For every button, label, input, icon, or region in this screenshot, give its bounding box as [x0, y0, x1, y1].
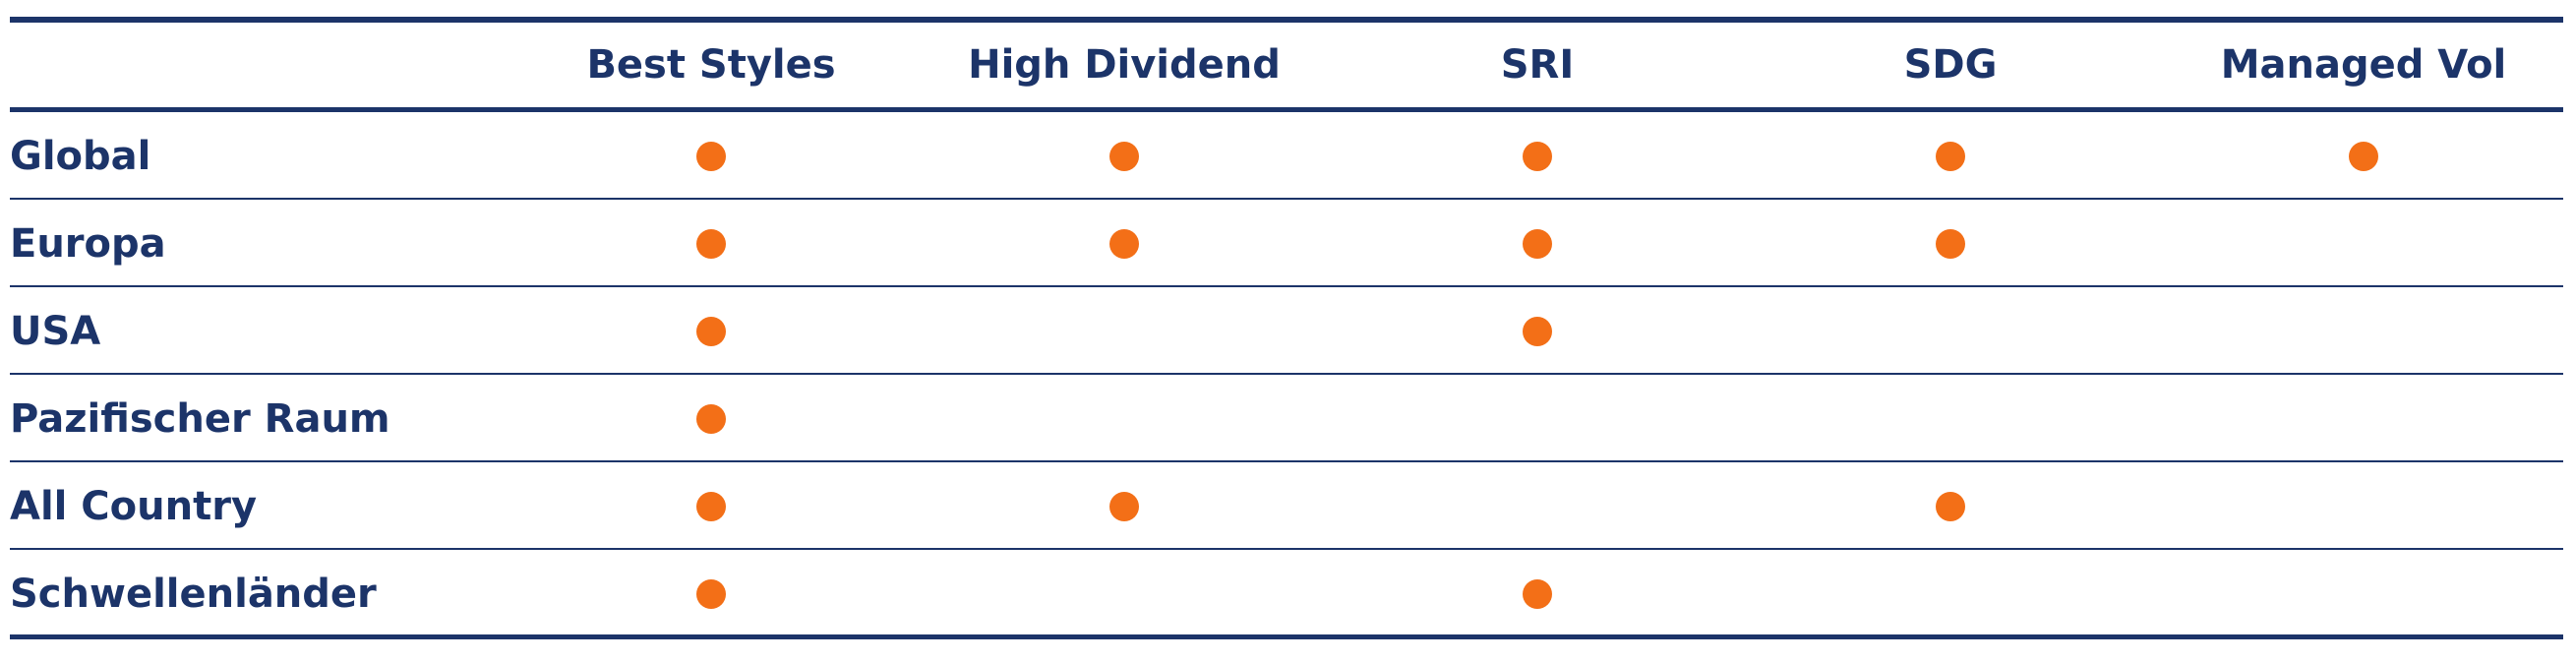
table-cell	[1744, 200, 2157, 287]
table-cell	[2157, 287, 2570, 375]
row-label-usa: USA	[10, 308, 101, 354]
column-header-managed-vol: Managed Vol	[2220, 42, 2507, 88]
orange-dot-icon	[1109, 141, 1139, 171]
orange-dot-icon	[696, 578, 726, 609]
table-cell	[505, 462, 918, 550]
row-divider	[10, 285, 2563, 287]
table-cell	[1331, 375, 1744, 462]
orange-dot-icon	[1523, 316, 1552, 346]
orange-dot-icon	[1936, 491, 1965, 521]
orange-dot-icon	[1523, 141, 1552, 171]
row-divider	[10, 634, 2563, 639]
table-cell	[2157, 462, 2570, 550]
table-cell	[918, 112, 1331, 200]
orange-dot-icon	[1936, 228, 1965, 259]
orange-dot-icon	[696, 491, 726, 521]
table-cell	[1744, 462, 2157, 550]
table-cell	[1744, 287, 2157, 375]
table-cell	[505, 200, 918, 287]
row-label-pazifischer-raum: Pazifischer Raum	[10, 395, 390, 442]
table-cell	[505, 112, 918, 200]
orange-dot-icon	[2349, 141, 2378, 171]
row-divider	[10, 460, 2563, 462]
table-header: Best Styles High Dividend SRI SDG Manage…	[10, 23, 2563, 107]
table-cell	[1331, 462, 1744, 550]
table-cell	[1744, 112, 2157, 200]
table-row: All Country	[10, 462, 2563, 550]
table-cell	[1744, 375, 2157, 462]
table-cell	[918, 375, 1331, 462]
column-header-sdg: SDG	[1903, 42, 1998, 88]
table-cell	[505, 287, 918, 375]
row-divider	[10, 373, 2563, 375]
table-cell	[2157, 200, 2570, 287]
table-cell	[918, 550, 1331, 637]
column-header-sri: SRI	[1500, 42, 1575, 88]
table-cell	[1744, 550, 2157, 637]
table-row: Global	[10, 112, 2563, 200]
table-row: Pazifischer Raum	[10, 375, 2563, 462]
table-cell	[1331, 550, 1744, 637]
orange-dot-icon	[1109, 491, 1139, 521]
orange-dot-icon	[1936, 141, 1965, 171]
orange-dot-icon	[1523, 578, 1552, 609]
table-cell	[918, 462, 1331, 550]
orange-dot-icon	[1523, 228, 1552, 259]
column-header-high-dividend: High Dividend	[968, 42, 1281, 88]
column-header-best-styles: Best Styles	[586, 42, 836, 88]
table-row: USA	[10, 287, 2563, 375]
table-cell	[505, 550, 918, 637]
orange-dot-icon	[696, 228, 726, 259]
orange-dot-icon	[696, 316, 726, 346]
table-row: Schwellenländer	[10, 550, 2563, 639]
orange-dot-icon	[696, 403, 726, 434]
table-cell	[918, 287, 1331, 375]
table-cell	[1331, 112, 1744, 200]
header-rule	[10, 107, 2563, 112]
table-cell	[1331, 200, 1744, 287]
table-cell	[2157, 550, 2570, 637]
row-label-global: Global	[10, 133, 151, 179]
row-label-all-country: All Country	[10, 483, 258, 529]
row-label-europa: Europa	[10, 220, 166, 267]
table-cell	[2157, 375, 2570, 462]
row-divider	[10, 198, 2563, 200]
table-row: Europa	[10, 200, 2563, 287]
orange-dot-icon	[696, 141, 726, 171]
row-divider	[10, 548, 2563, 550]
table-cell	[918, 200, 1331, 287]
row-label-schwellenlander: Schwellenländer	[10, 571, 377, 617]
table-cell	[505, 375, 918, 462]
table-cell	[2157, 112, 2570, 200]
orange-dot-icon	[1109, 228, 1139, 259]
table-top-rule	[10, 17, 2563, 23]
table-cell	[1331, 287, 1744, 375]
